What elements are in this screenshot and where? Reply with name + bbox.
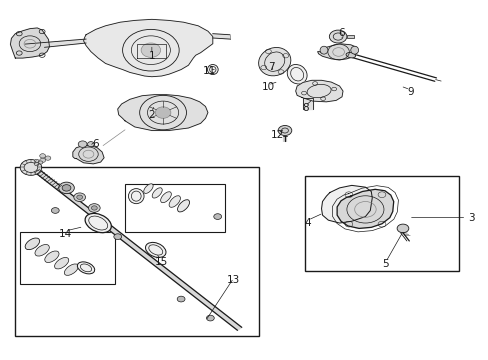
Ellipse shape bbox=[169, 196, 180, 207]
Text: 1: 1 bbox=[148, 51, 155, 61]
Text: 8: 8 bbox=[302, 103, 308, 113]
Circle shape bbox=[114, 234, 122, 239]
Circle shape bbox=[87, 141, 94, 147]
Circle shape bbox=[40, 154, 45, 158]
Ellipse shape bbox=[45, 251, 59, 262]
Ellipse shape bbox=[152, 188, 162, 198]
Ellipse shape bbox=[286, 64, 306, 84]
Polygon shape bbox=[317, 44, 357, 60]
Circle shape bbox=[20, 159, 41, 175]
Circle shape bbox=[141, 43, 160, 57]
Circle shape bbox=[35, 163, 39, 166]
Ellipse shape bbox=[64, 264, 78, 275]
Circle shape bbox=[78, 141, 87, 147]
Ellipse shape bbox=[346, 53, 355, 58]
Circle shape bbox=[51, 208, 59, 213]
Text: 14: 14 bbox=[59, 229, 72, 239]
Ellipse shape bbox=[128, 189, 144, 204]
Polygon shape bbox=[25, 39, 86, 47]
Circle shape bbox=[177, 296, 184, 302]
Bar bbox=[125, 184, 224, 232]
Bar bbox=[346, 36, 353, 38]
Circle shape bbox=[77, 195, 82, 199]
Ellipse shape bbox=[320, 46, 327, 54]
Bar bbox=[20, 232, 115, 284]
Polygon shape bbox=[118, 95, 207, 131]
Circle shape bbox=[278, 126, 291, 135]
Polygon shape bbox=[212, 34, 229, 39]
Circle shape bbox=[45, 156, 51, 160]
Ellipse shape bbox=[85, 213, 111, 233]
Circle shape bbox=[329, 30, 346, 43]
Ellipse shape bbox=[258, 48, 290, 76]
Text: 12: 12 bbox=[270, 130, 284, 140]
Text: 5: 5 bbox=[382, 259, 388, 269]
Circle shape bbox=[74, 193, 85, 202]
Polygon shape bbox=[303, 98, 312, 109]
Ellipse shape bbox=[143, 184, 153, 193]
Ellipse shape bbox=[77, 262, 95, 274]
Circle shape bbox=[206, 315, 214, 321]
Ellipse shape bbox=[207, 64, 218, 75]
Ellipse shape bbox=[145, 242, 165, 257]
Ellipse shape bbox=[55, 257, 69, 269]
Circle shape bbox=[213, 214, 221, 220]
Bar bbox=[305, 176, 458, 271]
Text: 7: 7 bbox=[267, 62, 274, 72]
Text: 4: 4 bbox=[304, 218, 310, 228]
Polygon shape bbox=[295, 80, 342, 102]
Text: 10: 10 bbox=[261, 82, 274, 92]
Text: 3: 3 bbox=[467, 213, 473, 222]
Text: 15: 15 bbox=[155, 257, 168, 267]
Text: 6: 6 bbox=[92, 139, 99, 149]
Text: 9: 9 bbox=[406, 87, 413, 97]
Polygon shape bbox=[10, 28, 49, 58]
Circle shape bbox=[62, 185, 71, 191]
Ellipse shape bbox=[177, 200, 189, 212]
Circle shape bbox=[39, 161, 43, 164]
Polygon shape bbox=[73, 145, 104, 164]
Circle shape bbox=[35, 159, 39, 162]
Ellipse shape bbox=[35, 244, 49, 256]
Text: 13: 13 bbox=[227, 275, 240, 285]
Bar bbox=[15, 167, 259, 336]
Polygon shape bbox=[83, 19, 212, 77]
Text: 11: 11 bbox=[203, 66, 216, 76]
Circle shape bbox=[59, 182, 74, 194]
Circle shape bbox=[91, 206, 97, 210]
Circle shape bbox=[88, 204, 100, 212]
Circle shape bbox=[396, 224, 408, 233]
Ellipse shape bbox=[161, 192, 171, 203]
Text: 2: 2 bbox=[148, 111, 155, 121]
Circle shape bbox=[40, 158, 45, 162]
Polygon shape bbox=[336, 189, 393, 228]
Ellipse shape bbox=[25, 238, 40, 249]
Text: 6: 6 bbox=[338, 28, 345, 38]
Polygon shape bbox=[35, 170, 241, 330]
Circle shape bbox=[155, 107, 170, 118]
Polygon shape bbox=[321, 185, 371, 223]
Ellipse shape bbox=[350, 46, 358, 54]
